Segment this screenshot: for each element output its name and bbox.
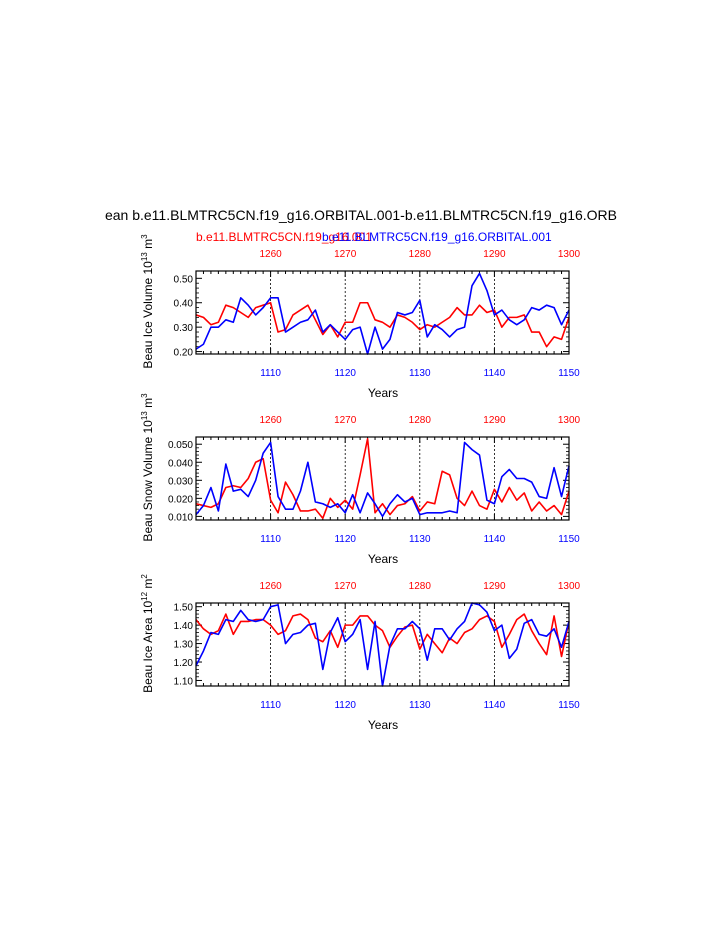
- bottom-axis-label: 1130: [409, 368, 431, 379]
- top-axis-label: 1260: [259, 415, 282, 426]
- y-tick-label: 0.010: [168, 512, 193, 523]
- chart-panel-3: 1.10 1.20 1.30 1.40 1.50 1260 1270 1280 1290 1300…: [140, 574, 581, 732]
- y-axis-label-part: m: [141, 398, 155, 411]
- case-label-red: b.e11.BLMTRC5CN.f19_g16.001: [196, 230, 372, 244]
- series-line-red: [195, 437, 570, 520]
- bottom-axis-label: 1130: [409, 700, 431, 711]
- top-axis-label: 1290: [483, 415, 506, 426]
- y-tick-label: 0.050: [168, 440, 193, 451]
- plot-frame: [195, 602, 570, 687]
- top-axis-label: 1280: [409, 249, 432, 260]
- y-axis-label: Beau Snow Volume 1013 m3: [140, 393, 155, 542]
- bottom-axis-label: 1110: [260, 534, 281, 545]
- y-tick-label: 1.20: [174, 658, 194, 669]
- bottom-axis-label: 1130: [409, 534, 431, 545]
- y-axis-label-superscript: 3: [140, 234, 149, 239]
- top-axis-label: 1300: [558, 249, 581, 260]
- chart-panels: 0.20 0.30 0.40 0.50 1260 1270 1280 1290 1300 1110…: [140, 234, 581, 732]
- y-axis-label-superscript: 13: [140, 252, 149, 261]
- y-axis-label: Beau Ice Area 1012 m2: [140, 574, 155, 693]
- chart-panel-2: 0.010 0.020 0.030 0.040 0.050 1260 1270 1280 129…: [140, 393, 581, 566]
- series-line-red: [195, 613, 570, 658]
- y-tick-label: 0.020: [168, 494, 193, 505]
- top-axis-label: 1290: [483, 249, 506, 260]
- case-label-blue: b.e11.BLMTRC5CN.f19_g16.ORBITAL.001: [322, 230, 552, 244]
- top-axis-label: 1270: [334, 581, 357, 592]
- bottom-axis-label: 1110: [260, 368, 281, 379]
- case-labels: b.e11.BLMTRC5CN.f19_g16.001 b.e11.BLMTRC…: [196, 230, 552, 244]
- y-tick-label: 1.10: [174, 676, 194, 687]
- top-axis-label: 1270: [334, 415, 357, 426]
- figure-title: ean b.e11.BLMTRC5CN.f19_g16.ORBITAL.001-…: [105, 207, 617, 223]
- x-axis-label: Years: [368, 552, 398, 566]
- bottom-axis-label: 1140: [484, 534, 506, 545]
- series-line-blue: [195, 272, 570, 355]
- top-axis-label: 1260: [259, 581, 282, 592]
- bottom-axis-label: 1120: [334, 368, 356, 379]
- bottom-axis-label: 1150: [558, 368, 580, 379]
- plot-frame: [195, 270, 570, 355]
- y-axis-label-superscript: 12: [140, 591, 149, 600]
- top-axis-label: 1290: [483, 581, 506, 592]
- x-axis-label: Years: [368, 718, 398, 732]
- y-tick-label: 0.030: [168, 476, 193, 487]
- bottom-axis-label: 1110: [260, 700, 281, 711]
- y-tick-label: 0.40: [174, 299, 194, 310]
- bottom-axis-label: 1150: [558, 700, 580, 711]
- plot-frame: [195, 436, 570, 521]
- y-tick-label: 0.30: [174, 323, 194, 334]
- y-axis-label-part: Beau Snow Volume 10: [141, 420, 155, 542]
- top-axis-label: 1300: [558, 415, 581, 426]
- top-axis-label: 1270: [334, 249, 357, 260]
- series-line-red: [195, 301, 570, 348]
- y-axis-label: Beau Ice Volume 1013 m3: [140, 234, 155, 369]
- y-tick-label: 1.50: [174, 603, 194, 614]
- y-tick-label: 0.20: [174, 348, 194, 359]
- bottom-axis-label: 1150: [558, 534, 580, 545]
- y-tick-label: 0.040: [168, 458, 193, 469]
- y-axis-label-part: m: [141, 239, 155, 252]
- top-axis-label: 1300: [558, 581, 581, 592]
- y-axis-label-superscript: 13: [140, 411, 149, 420]
- y-tick-label: 0.50: [174, 274, 194, 285]
- top-axis-label: 1280: [409, 581, 432, 592]
- y-tick-label: 1.40: [174, 621, 194, 632]
- y-axis-label-part: Beau Ice Volume 10: [141, 261, 155, 369]
- x-axis-label: Years: [368, 386, 398, 400]
- series-line-blue: [195, 441, 570, 518]
- bottom-axis-label: 1140: [484, 368, 506, 379]
- top-axis-label: 1260: [259, 249, 282, 260]
- top-axis-label: 1280: [409, 415, 432, 426]
- y-axis-label-superscript: 3: [140, 393, 149, 398]
- y-tick-label: 1.30: [174, 640, 194, 651]
- y-axis-label-superscript: 2: [140, 574, 149, 579]
- y-axis-label-part: m: [141, 579, 155, 592]
- bottom-axis-label: 1120: [334, 534, 356, 545]
- bottom-axis-label: 1140: [484, 700, 506, 711]
- y-axis-label-part: Beau Ice Area 10: [141, 600, 155, 692]
- bottom-axis-label: 1120: [334, 700, 356, 711]
- chart-panel-1: 0.20 0.30 0.40 0.50 1260 1270 1280 1290 1300 1110…: [140, 234, 581, 400]
